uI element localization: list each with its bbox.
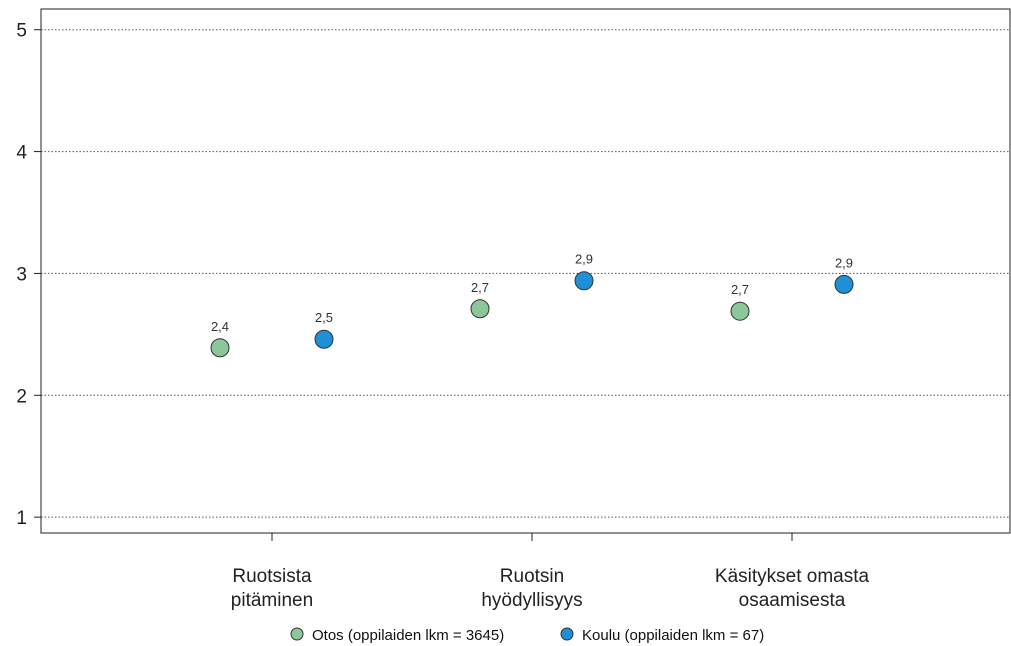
- category-label: osaamisesta: [739, 590, 846, 611]
- legend-marker: [560, 627, 574, 641]
- x-axis: Ruotsista pitäminen Ruotsin hyödyllisyys Käs…: [231, 533, 870, 611]
- data-point: [574, 271, 594, 291]
- gridlines: [41, 29, 1010, 518]
- y-tick-label: 2: [16, 386, 27, 407]
- category-label: hyödyllisyys: [481, 590, 582, 611]
- y-tick-label: 1: [16, 508, 27, 529]
- y-tick-label: 5: [16, 21, 27, 42]
- plot-frame: [40, 8, 1011, 534]
- y-tick-label: 3: [16, 264, 27, 285]
- data-point: [730, 301, 750, 321]
- data-point: [314, 329, 334, 349]
- category-label: Käsitykset omasta: [715, 566, 870, 587]
- category-label: Ruotsin: [500, 566, 564, 587]
- data-label: 2,9: [835, 255, 853, 270]
- data-label: 2,7: [731, 282, 749, 297]
- category-label: pitäminen: [231, 590, 313, 611]
- data-label: 2,4: [211, 319, 229, 334]
- data-label: 2,7: [471, 280, 489, 295]
- y-tick-label: 4: [16, 143, 27, 164]
- legend-label: Koulu (oppilaiden lkm = 67): [582, 627, 764, 644]
- data-labels: 2,4 2,7 2,7 2,5 2,9 2,9: [211, 252, 853, 334]
- data-point: [210, 338, 230, 358]
- data-point: [470, 299, 490, 319]
- y-axis: 1 2 3 4 5: [16, 21, 41, 529]
- category-label: Ruotsista: [232, 566, 312, 587]
- legend-label: Otos (oppilaiden lkm = 3645): [312, 627, 504, 644]
- data-points: [210, 271, 854, 358]
- data-label: 2,5: [315, 310, 333, 325]
- data-label: 2,9: [575, 252, 593, 267]
- legend-marker: [290, 627, 304, 641]
- legend: Otos (oppilaiden lkm = 3645) Koulu (oppil…: [290, 627, 764, 644]
- data-point: [834, 274, 854, 294]
